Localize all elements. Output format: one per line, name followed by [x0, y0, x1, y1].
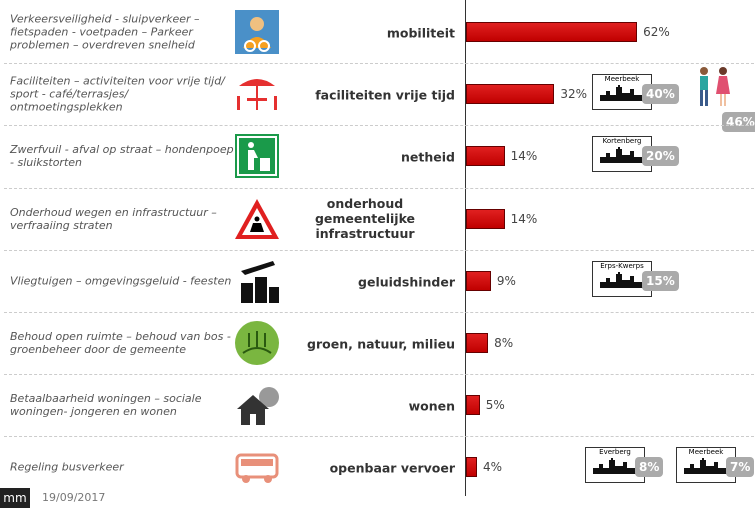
category-label: netheid [275, 147, 455, 166]
category-label: faciliteiten vrije tijd [275, 85, 455, 104]
value-label: 14% [511, 149, 538, 163]
page: mm 19/09/2017 (() => { const data = JSON… [0, 0, 755, 508]
category-label: geluidshinder [275, 271, 455, 290]
value-label: 9% [497, 274, 516, 288]
category-text: mobiliteit [387, 26, 455, 41]
category-label: groen, natuur, milieu [275, 334, 455, 353]
separator [4, 188, 754, 189]
bar [466, 209, 505, 229]
category-label: onderhoud gemeentelijke infrastructuur [275, 196, 455, 242]
benchmark-value: 20% [642, 146, 679, 166]
value-label: 4% [483, 460, 502, 474]
category-text: netheid [401, 150, 455, 165]
bar [466, 333, 488, 353]
icon [233, 319, 281, 367]
town-name: Meerbeek [677, 448, 735, 456]
benchmark-value: 7% [726, 457, 754, 477]
bar [466, 22, 637, 42]
icon [233, 70, 281, 118]
source: mm [0, 488, 30, 508]
separator [4, 125, 754, 126]
town-name: Kortenberg [593, 137, 651, 145]
description: Verkeersveiligheid - sluipverkeer – fiet… [10, 13, 235, 52]
description: Zwerfvuil - afval op straat – hondenpoep… [10, 143, 235, 169]
date: 19/09/2017 [42, 491, 105, 504]
value-label: 8% [494, 336, 513, 350]
icon [233, 8, 281, 56]
benchmark-value: 46% [722, 112, 755, 132]
category-label: openbaar vervoer [275, 458, 455, 477]
icon [233, 381, 281, 429]
separator [4, 374, 754, 375]
description: Regeling busverkeer [10, 461, 235, 474]
value-label: 32% [560, 87, 587, 101]
description: Onderhoud wegen en infrastructuur – verf… [10, 206, 235, 232]
description: Betaalbaarheid woningen – sociale woning… [10, 392, 235, 418]
icon [233, 257, 281, 305]
town-name: Erps-Kwerps [593, 262, 651, 270]
town-name: Everberg [586, 448, 644, 456]
axis-line [465, 0, 466, 496]
bar [466, 84, 554, 104]
description: Faciliteiten – activiteiten voor vrije t… [10, 75, 235, 114]
bar [466, 271, 491, 291]
category-label: wonen [275, 396, 455, 415]
benchmark-value: 40% [642, 84, 679, 104]
icon [233, 195, 281, 243]
icon [233, 132, 281, 180]
separator [4, 436, 754, 437]
category-text: groen, natuur, milieu [307, 337, 455, 352]
separator [4, 312, 754, 313]
description: Vliegtuigen – omgevingsgeluid - feesten [10, 274, 235, 287]
bar [466, 146, 505, 166]
bar [466, 395, 480, 415]
town-name: Meerbeek [593, 75, 651, 83]
bar [466, 457, 477, 477]
benchmark-value: 15% [642, 271, 679, 291]
separator [4, 250, 754, 251]
category-text: openbaar vervoer [330, 461, 455, 476]
value-label: 5% [486, 398, 505, 412]
value-label: 62% [643, 25, 670, 39]
icon [233, 443, 281, 491]
description: Behoud open ruimte – behoud van bos - gr… [10, 330, 235, 356]
category-text: geluidshinder [358, 274, 455, 289]
value-label: 14% [511, 212, 538, 226]
category-label: mobiliteit [275, 23, 455, 42]
people-icon [695, 66, 735, 114]
category-text: faciliteiten vrije tijd [315, 88, 455, 103]
category-text: wonen [409, 399, 455, 414]
benchmark-value: 8% [635, 457, 663, 477]
separator [4, 63, 754, 64]
category-text: onderhoud gemeentelijke infrastructuur [275, 196, 455, 241]
